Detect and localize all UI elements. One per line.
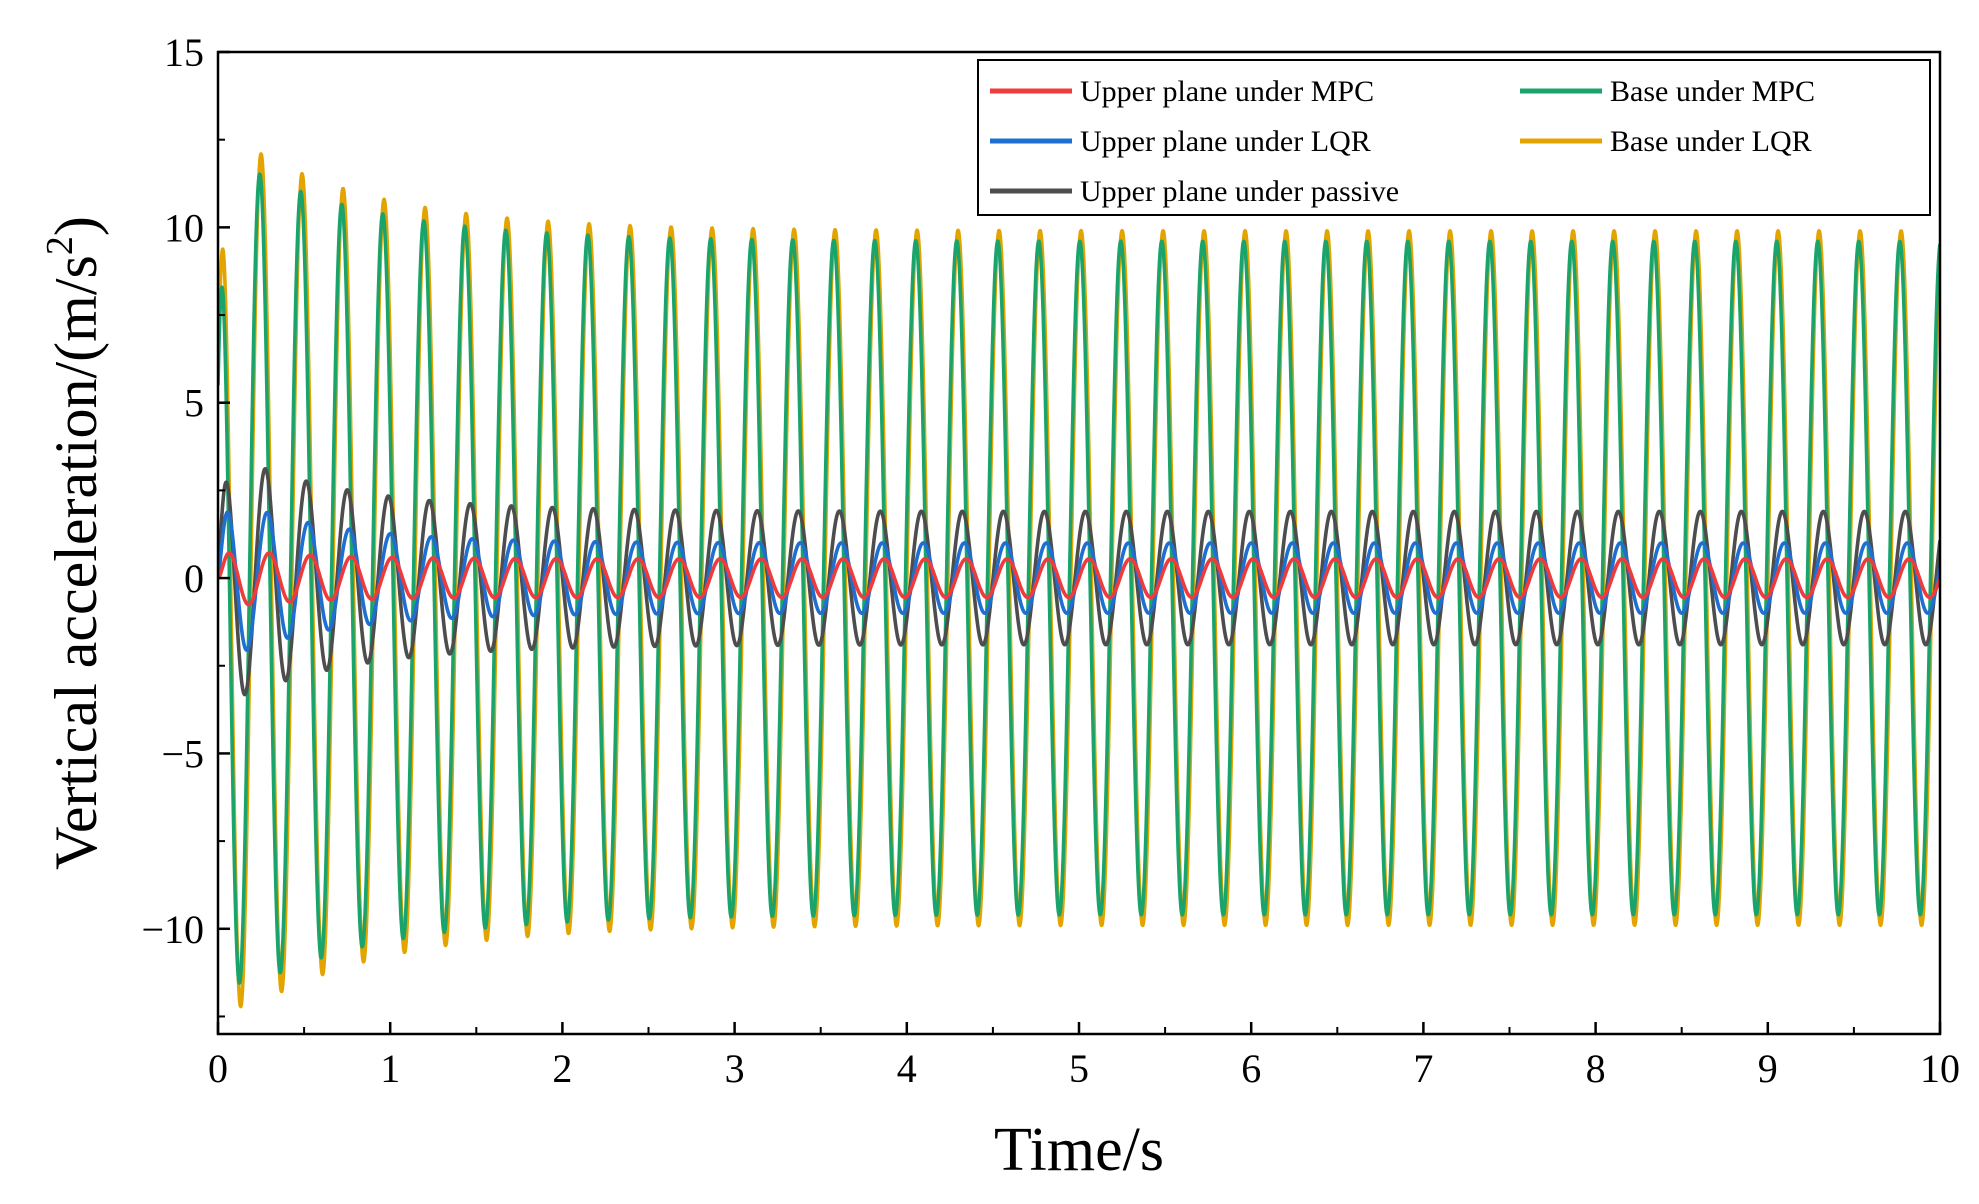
x-tick-label-4: 4: [897, 1046, 917, 1091]
x-tick-label-1: 1: [380, 1046, 400, 1091]
legend-box: [977, 59, 1931, 216]
y-axis-title: Vertical acceleration/(m/s2): [39, 216, 109, 870]
y-tick-label--5: −5: [161, 731, 204, 776]
x-axis-title: Time/s: [994, 1116, 1164, 1184]
legend: Upper plane under MPC Upper plane under L…: [977, 59, 1931, 216]
y-tick-label-10: 10: [164, 205, 204, 250]
x-tick-label-5: 5: [1069, 1046, 1089, 1091]
x-tick-label-6: 6: [1241, 1046, 1261, 1091]
series-layer: [218, 152, 1940, 1009]
y-tick-label--10: −10: [141, 907, 204, 952]
x-tick-label-10: 10: [1920, 1046, 1960, 1091]
series-line-base-under-mpc: [218, 172, 1940, 985]
y-axis-title-superscript: 2: [39, 236, 81, 255]
legend-label-base-under-lqr: Base under LQR: [1610, 125, 1812, 158]
series-line-upper-plane-under-lqr: [218, 510, 1940, 652]
legend-label-upper-plane-under-lqr: Upper plane under LQR: [1080, 125, 1371, 158]
x-tick-label-7: 7: [1413, 1046, 1433, 1091]
legend-label-upper-plane-under-passive: Upper plane under passive: [1080, 175, 1399, 208]
y-axis-title-close: ): [43, 216, 109, 236]
x-axis: 0 1 2 3 4 5 6 7 8 9 10: [208, 1022, 1960, 1091]
y-axis-title-main: Vertical acceleration/(m/s: [43, 255, 109, 870]
legend-label-base-under-mpc: Base under MPC: [1610, 75, 1815, 108]
series-line-upper-plane-under-mpc: [218, 551, 1940, 607]
legend-label-upper-plane-under-mpc: Upper plane under MPC: [1080, 75, 1374, 108]
x-tick-label-8: 8: [1586, 1046, 1606, 1091]
x-tick-label-9: 9: [1758, 1046, 1778, 1091]
series-line-upper-plane-under-passive: [218, 467, 1940, 697]
x-tick-label-2: 2: [552, 1046, 572, 1091]
y-tick-label-15: 15: [164, 30, 204, 75]
y-axis: −10 −5 0 5 10 15: [141, 30, 230, 1018]
x-tick-label-3: 3: [725, 1046, 745, 1091]
x-tick-label-0: 0: [208, 1046, 228, 1091]
y-tick-label-5: 5: [184, 381, 204, 426]
y-tick-label-0: 0: [184, 556, 204, 601]
